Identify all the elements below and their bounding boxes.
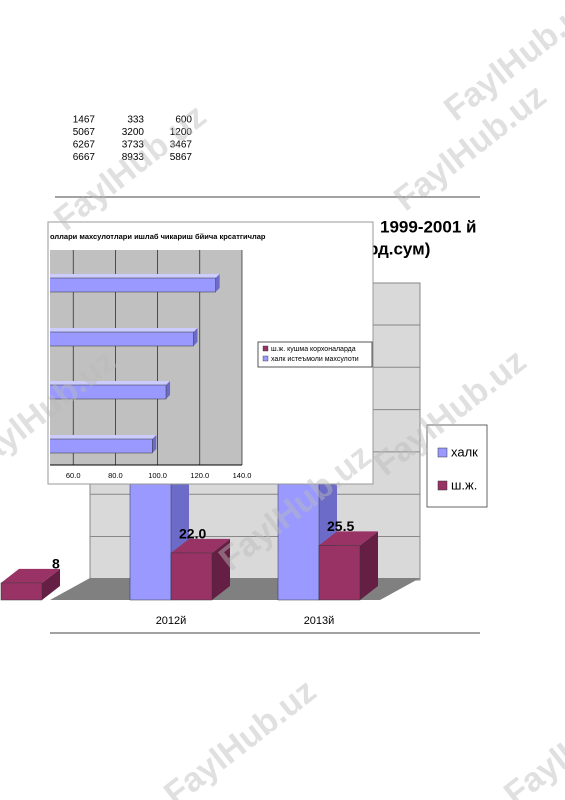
table-cell: 6667 bbox=[73, 152, 96, 163]
bar bbox=[50, 438, 153, 454]
data-label: 25.5 bbox=[327, 518, 354, 534]
chart-title: оллари махсулотлари ишлаб чикариш бйича … bbox=[50, 232, 266, 241]
table-cell: 3733 bbox=[122, 140, 145, 151]
bar bbox=[50, 277, 216, 293]
table-cell: 6267 bbox=[73, 140, 96, 151]
bar-side bbox=[212, 538, 230, 600]
legend-swatch bbox=[437, 480, 448, 491]
data-label: 22.0 bbox=[179, 526, 206, 542]
bar-top bbox=[50, 328, 198, 332]
legend-label: ш.ж. bbox=[451, 477, 477, 492]
bar-side bbox=[215, 274, 220, 292]
bar-top bbox=[1, 568, 60, 583]
chart-title: рд.сум) bbox=[368, 239, 430, 258]
x-tick-label: 2012й bbox=[156, 615, 187, 627]
table-cell: 333 bbox=[127, 115, 144, 126]
bar-top bbox=[171, 538, 230, 553]
bar bbox=[170, 552, 213, 601]
legend-label: ш.ж. кушма корхоналарда bbox=[271, 346, 356, 353]
legend-box bbox=[426, 424, 488, 508]
table-cell: 1467 bbox=[73, 115, 96, 126]
legend-swatch bbox=[437, 447, 448, 458]
x-tick-label: 2013й bbox=[304, 615, 335, 627]
bar-side bbox=[193, 328, 198, 346]
bar bbox=[50, 384, 167, 400]
bar-top bbox=[50, 274, 220, 278]
bar bbox=[0, 582, 43, 601]
bar bbox=[50, 331, 194, 347]
x-tick-label: 100.0 bbox=[148, 471, 167, 480]
bar-side bbox=[42, 568, 60, 600]
bar-side bbox=[166, 381, 171, 399]
table-cell: 8933 bbox=[122, 152, 145, 163]
table-cell: 3467 bbox=[170, 140, 193, 151]
bar-top bbox=[50, 381, 171, 385]
bar bbox=[318, 545, 361, 601]
legend-label: халк bbox=[451, 444, 478, 459]
x-tick-label: 140.0 bbox=[233, 471, 252, 480]
bar-top bbox=[50, 435, 157, 439]
chart-title: 1999-2001 й bbox=[380, 217, 476, 236]
legend-box bbox=[257, 341, 373, 368]
table-cell: 3200 bbox=[122, 127, 145, 138]
table-cell: 5867 bbox=[170, 152, 193, 163]
bar-side bbox=[360, 531, 378, 600]
bar-side bbox=[152, 435, 157, 453]
table: 1467 333 600 5067 3200 1200 6267 3733 3467 6667 89… bbox=[73, 115, 193, 164]
x-tick-label: 60.0 bbox=[66, 471, 81, 480]
bar bbox=[129, 471, 172, 601]
table-cell: 600 bbox=[175, 115, 192, 126]
front-chart: оллари махсулотлари ишлаб чикариш бйича … bbox=[47, 221, 374, 485]
watermark: FaylHub.uz bbox=[497, 672, 565, 800]
bar-top bbox=[319, 531, 378, 546]
legend-swatch bbox=[262, 345, 269, 352]
x-tick-label: 80.0 bbox=[108, 471, 123, 480]
legend-label: халк истеъмоли махсулоти bbox=[271, 356, 359, 363]
legend-swatch bbox=[262, 355, 269, 362]
data-label: 8 bbox=[52, 556, 60, 572]
table-cell: 5067 bbox=[73, 127, 96, 138]
x-tick-label: 120.0 bbox=[190, 471, 209, 480]
table-cell: 1200 bbox=[170, 127, 193, 138]
watermark: FaylHub.uz bbox=[157, 672, 323, 800]
